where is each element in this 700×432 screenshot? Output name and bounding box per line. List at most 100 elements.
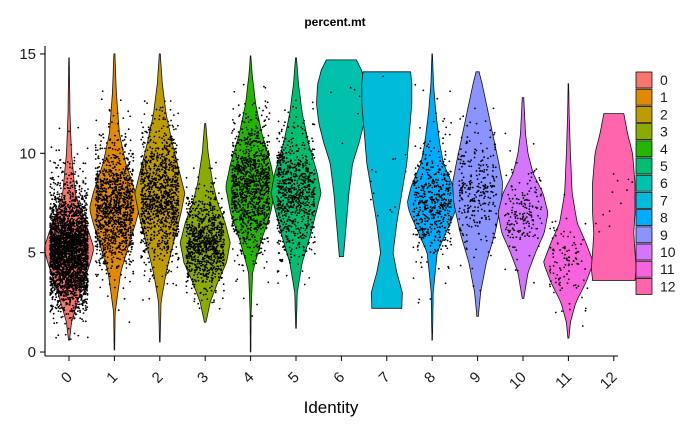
point-0 [74, 246, 77, 249]
point-2 [156, 245, 159, 248]
point-0 [64, 298, 67, 301]
point-1 [105, 169, 108, 172]
point-0 [56, 216, 59, 218]
point-1 [98, 194, 100, 196]
point-0 [87, 264, 89, 267]
point-2 [172, 197, 175, 199]
point-0 [65, 303, 68, 306]
point-0 [82, 312, 85, 314]
point-0 [51, 176, 54, 179]
point-0 [52, 194, 55, 197]
point-2 [158, 178, 161, 181]
point-0 [58, 254, 61, 256]
point-2 [173, 173, 176, 176]
point-0 [50, 287, 53, 290]
point-2 [141, 163, 144, 166]
point-0 [64, 237, 66, 240]
point-0 [69, 197, 72, 200]
point-0 [71, 186, 74, 189]
point-0 [52, 273, 55, 276]
point-1 [107, 171, 109, 174]
point-2 [165, 168, 167, 171]
point-0 [75, 260, 78, 263]
point-1 [109, 199, 112, 202]
point-0 [53, 188, 56, 191]
point-0 [60, 298, 63, 301]
point-0 [63, 241, 66, 244]
point-0 [74, 302, 77, 305]
point-0 [84, 298, 87, 301]
point-1 [104, 160, 106, 162]
point-2 [167, 202, 170, 204]
point-0 [77, 204, 80, 206]
point-1 [112, 167, 114, 170]
point-0 [53, 283, 56, 285]
point-0 [52, 272, 55, 274]
point-1 [94, 146, 97, 149]
point-2 [155, 177, 157, 180]
point-0 [49, 191, 52, 194]
point-1 [130, 195, 133, 198]
point-0 [67, 227, 69, 230]
point-2 [145, 231, 148, 234]
point-0 [70, 143, 73, 146]
point-0 [54, 233, 57, 235]
point-1 [119, 217, 121, 220]
point-2 [162, 116, 165, 119]
point-0 [84, 182, 87, 185]
point-1 [108, 110, 111, 112]
point-0 [49, 185, 52, 188]
point-1 [106, 223, 108, 226]
point-1 [125, 176, 128, 179]
point-0 [85, 292, 87, 294]
point-0 [82, 249, 84, 252]
point-2 [161, 110, 164, 112]
point-2 [168, 150, 171, 153]
point-1 [118, 201, 121, 203]
point-0 [60, 244, 63, 247]
point-0 [77, 206, 79, 209]
point-0 [65, 236, 68, 238]
point-2 [174, 206, 177, 209]
point-0 [74, 213, 77, 216]
point-1 [104, 231, 107, 234]
point-0 [70, 199, 73, 202]
point-0 [62, 285, 64, 288]
point-0 [52, 296, 54, 298]
point-0 [86, 217, 89, 219]
point-2 [166, 180, 168, 182]
point-1 [101, 190, 104, 193]
point-1 [99, 257, 102, 260]
point-0 [82, 181, 85, 184]
point-1 [96, 210, 99, 212]
point-1 [98, 242, 101, 245]
point-2 [153, 277, 155, 279]
point-0 [51, 210, 54, 212]
point-0 [67, 313, 70, 315]
point-2 [157, 156, 160, 159]
point-0 [63, 284, 66, 287]
point-0 [63, 162, 66, 165]
point-0 [51, 290, 54, 293]
point-1 [130, 237, 133, 240]
point-1 [99, 193, 102, 195]
point-0 [68, 174, 70, 177]
point-1 [120, 221, 123, 224]
point-2 [165, 249, 168, 252]
point-1 [122, 139, 124, 142]
point-0 [60, 316, 63, 319]
point-1 [96, 172, 99, 175]
point-2 [177, 191, 180, 193]
point-0 [86, 235, 89, 238]
point-1 [123, 256, 126, 259]
point-0 [61, 307, 64, 310]
point-1 [122, 174, 125, 177]
point-0 [66, 184, 69, 187]
point-1 [113, 165, 116, 168]
point-1 [112, 214, 115, 217]
point-2 [166, 282, 169, 285]
point-0 [55, 321, 58, 324]
point-1 [98, 133, 101, 136]
point-2 [176, 215, 179, 218]
point-1 [121, 249, 123, 252]
